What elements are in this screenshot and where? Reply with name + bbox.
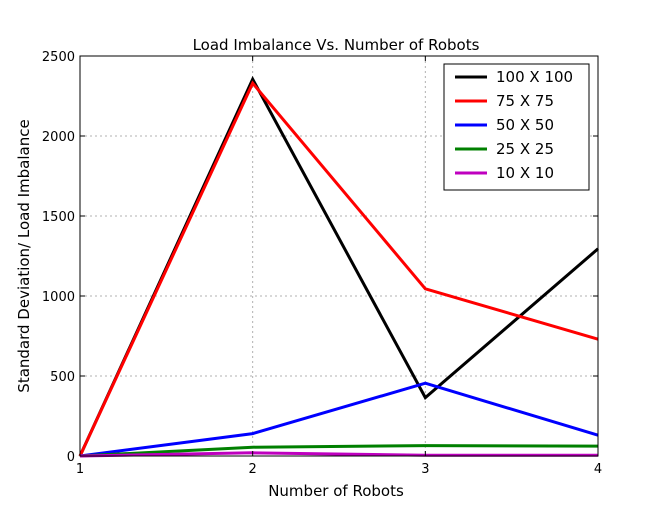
x-tick-label: 2 (249, 462, 257, 477)
y-tick-label: 0 (67, 450, 75, 465)
x-tick-label: 3 (421, 462, 429, 477)
legend-label: 50 X 50 (496, 116, 554, 134)
y-tick-label: 2000 (42, 130, 75, 145)
legend-label: 100 X 100 (496, 68, 573, 86)
plot-frame (79, 55, 599, 457)
x-tick-label: 4 (594, 462, 602, 477)
series-line (79, 381, 599, 458)
legend-label: 75 X 75 (496, 92, 554, 110)
y-axis-label: Standard Deviation/ Load Imbalance (15, 119, 33, 392)
axis-ticks: 1 2 3 4 0 500 1000 1500 2000 2500 (42, 50, 602, 477)
x-tick-label: 1 (76, 462, 84, 477)
y-tick-label: 1500 (42, 210, 75, 225)
legend-label: 25 X 25 (496, 140, 554, 158)
legend: 100 X 100 75 X 75 50 X 50 25 X 25 10 X 10 (443, 63, 590, 191)
x-axis-label: Number of Robots (268, 482, 404, 500)
y-tick-label: 1000 (42, 290, 75, 305)
series-line (79, 451, 598, 458)
series-line (79, 444, 599, 458)
legend-label: 10 X 10 (496, 164, 554, 182)
y-tick-label: 500 (50, 370, 75, 385)
y-tick-label: 2500 (42, 50, 75, 65)
legend-box (443, 63, 590, 191)
series-layer (78, 75, 599, 458)
chart-title: Load Imbalance Vs. Number of Robots (193, 36, 480, 54)
series-line (78, 80, 599, 457)
